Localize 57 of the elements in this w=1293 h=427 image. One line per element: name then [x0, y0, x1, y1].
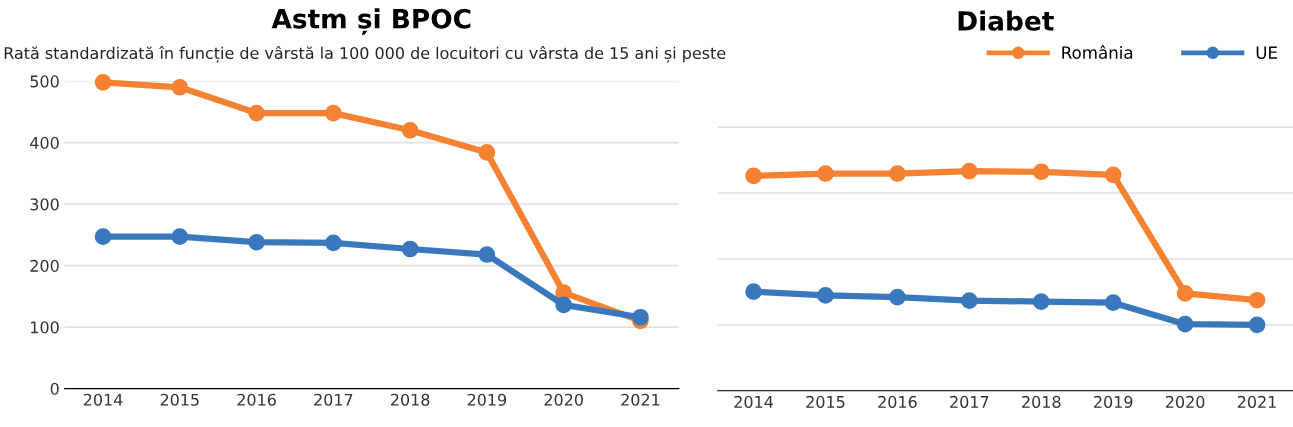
x-tick-label: 2016 [237, 393, 276, 406]
point [817, 165, 834, 182]
y-tick-label: 0 [50, 382, 59, 395]
point [248, 233, 265, 251]
point [555, 296, 573, 314]
point [94, 74, 112, 91]
point [1104, 294, 1122, 311]
point [1248, 291, 1266, 309]
y-tick-label: 100 [31, 321, 59, 334]
x-tick-label: 2017 [314, 393, 353, 406]
x-tick-label: 2014 [734, 395, 773, 408]
x-tick-label: 2019 [1094, 395, 1133, 408]
point [745, 283, 762, 300]
legend-label: România [1062, 45, 1133, 59]
point [325, 104, 342, 122]
y-tick-label: 400 [30, 136, 59, 149]
x-tick-label: 2016 [878, 395, 917, 408]
point [94, 228, 112, 246]
x-tick-label: 2015 [160, 393, 199, 406]
point [171, 78, 189, 96]
point [632, 308, 649, 326]
point [961, 162, 978, 180]
x-tick-label: 2018 [390, 393, 430, 406]
x-tick-label: 2014 [83, 393, 123, 406]
point [325, 234, 342, 252]
legend-label: UE [1256, 46, 1277, 59]
point [171, 228, 189, 246]
point [745, 167, 762, 185]
point [961, 292, 978, 310]
point [1176, 285, 1194, 302]
point [817, 287, 834, 304]
point [478, 246, 496, 263]
point [889, 165, 906, 182]
point [1032, 163, 1050, 181]
y-tick-label: 200 [30, 259, 59, 272]
point [889, 288, 906, 306]
chart-title: Diabet [958, 10, 1054, 31]
x-tick-label: 2020 [544, 393, 583, 406]
point [401, 240, 419, 258]
point [401, 121, 419, 139]
point [1176, 315, 1194, 333]
x-tick-label: 2017 [950, 395, 989, 408]
chart-subtitle: Rată standardizată în funcție de vârstă la 100 000 de locuitori cu vârsta de 15 ani și peste [4, 46, 726, 63]
x-tick-label: 2020 [1165, 395, 1205, 408]
point [1032, 293, 1050, 310]
x-tick-label: 2018 [1022, 395, 1061, 408]
x-tick-label: 2021 [1237, 395, 1276, 408]
x-tick-label: 2015 [806, 395, 845, 408]
point [248, 104, 265, 122]
point [1248, 316, 1266, 334]
point [478, 144, 496, 161]
y-tick-label: 500 [30, 75, 59, 88]
point [1104, 166, 1122, 184]
x-tick-label: 2019 [467, 393, 507, 406]
x-tick-label: 2021 [621, 393, 660, 406]
y-tick-label: 300 [30, 198, 59, 211]
chart-title: Astm și BPOC [271, 8, 471, 35]
